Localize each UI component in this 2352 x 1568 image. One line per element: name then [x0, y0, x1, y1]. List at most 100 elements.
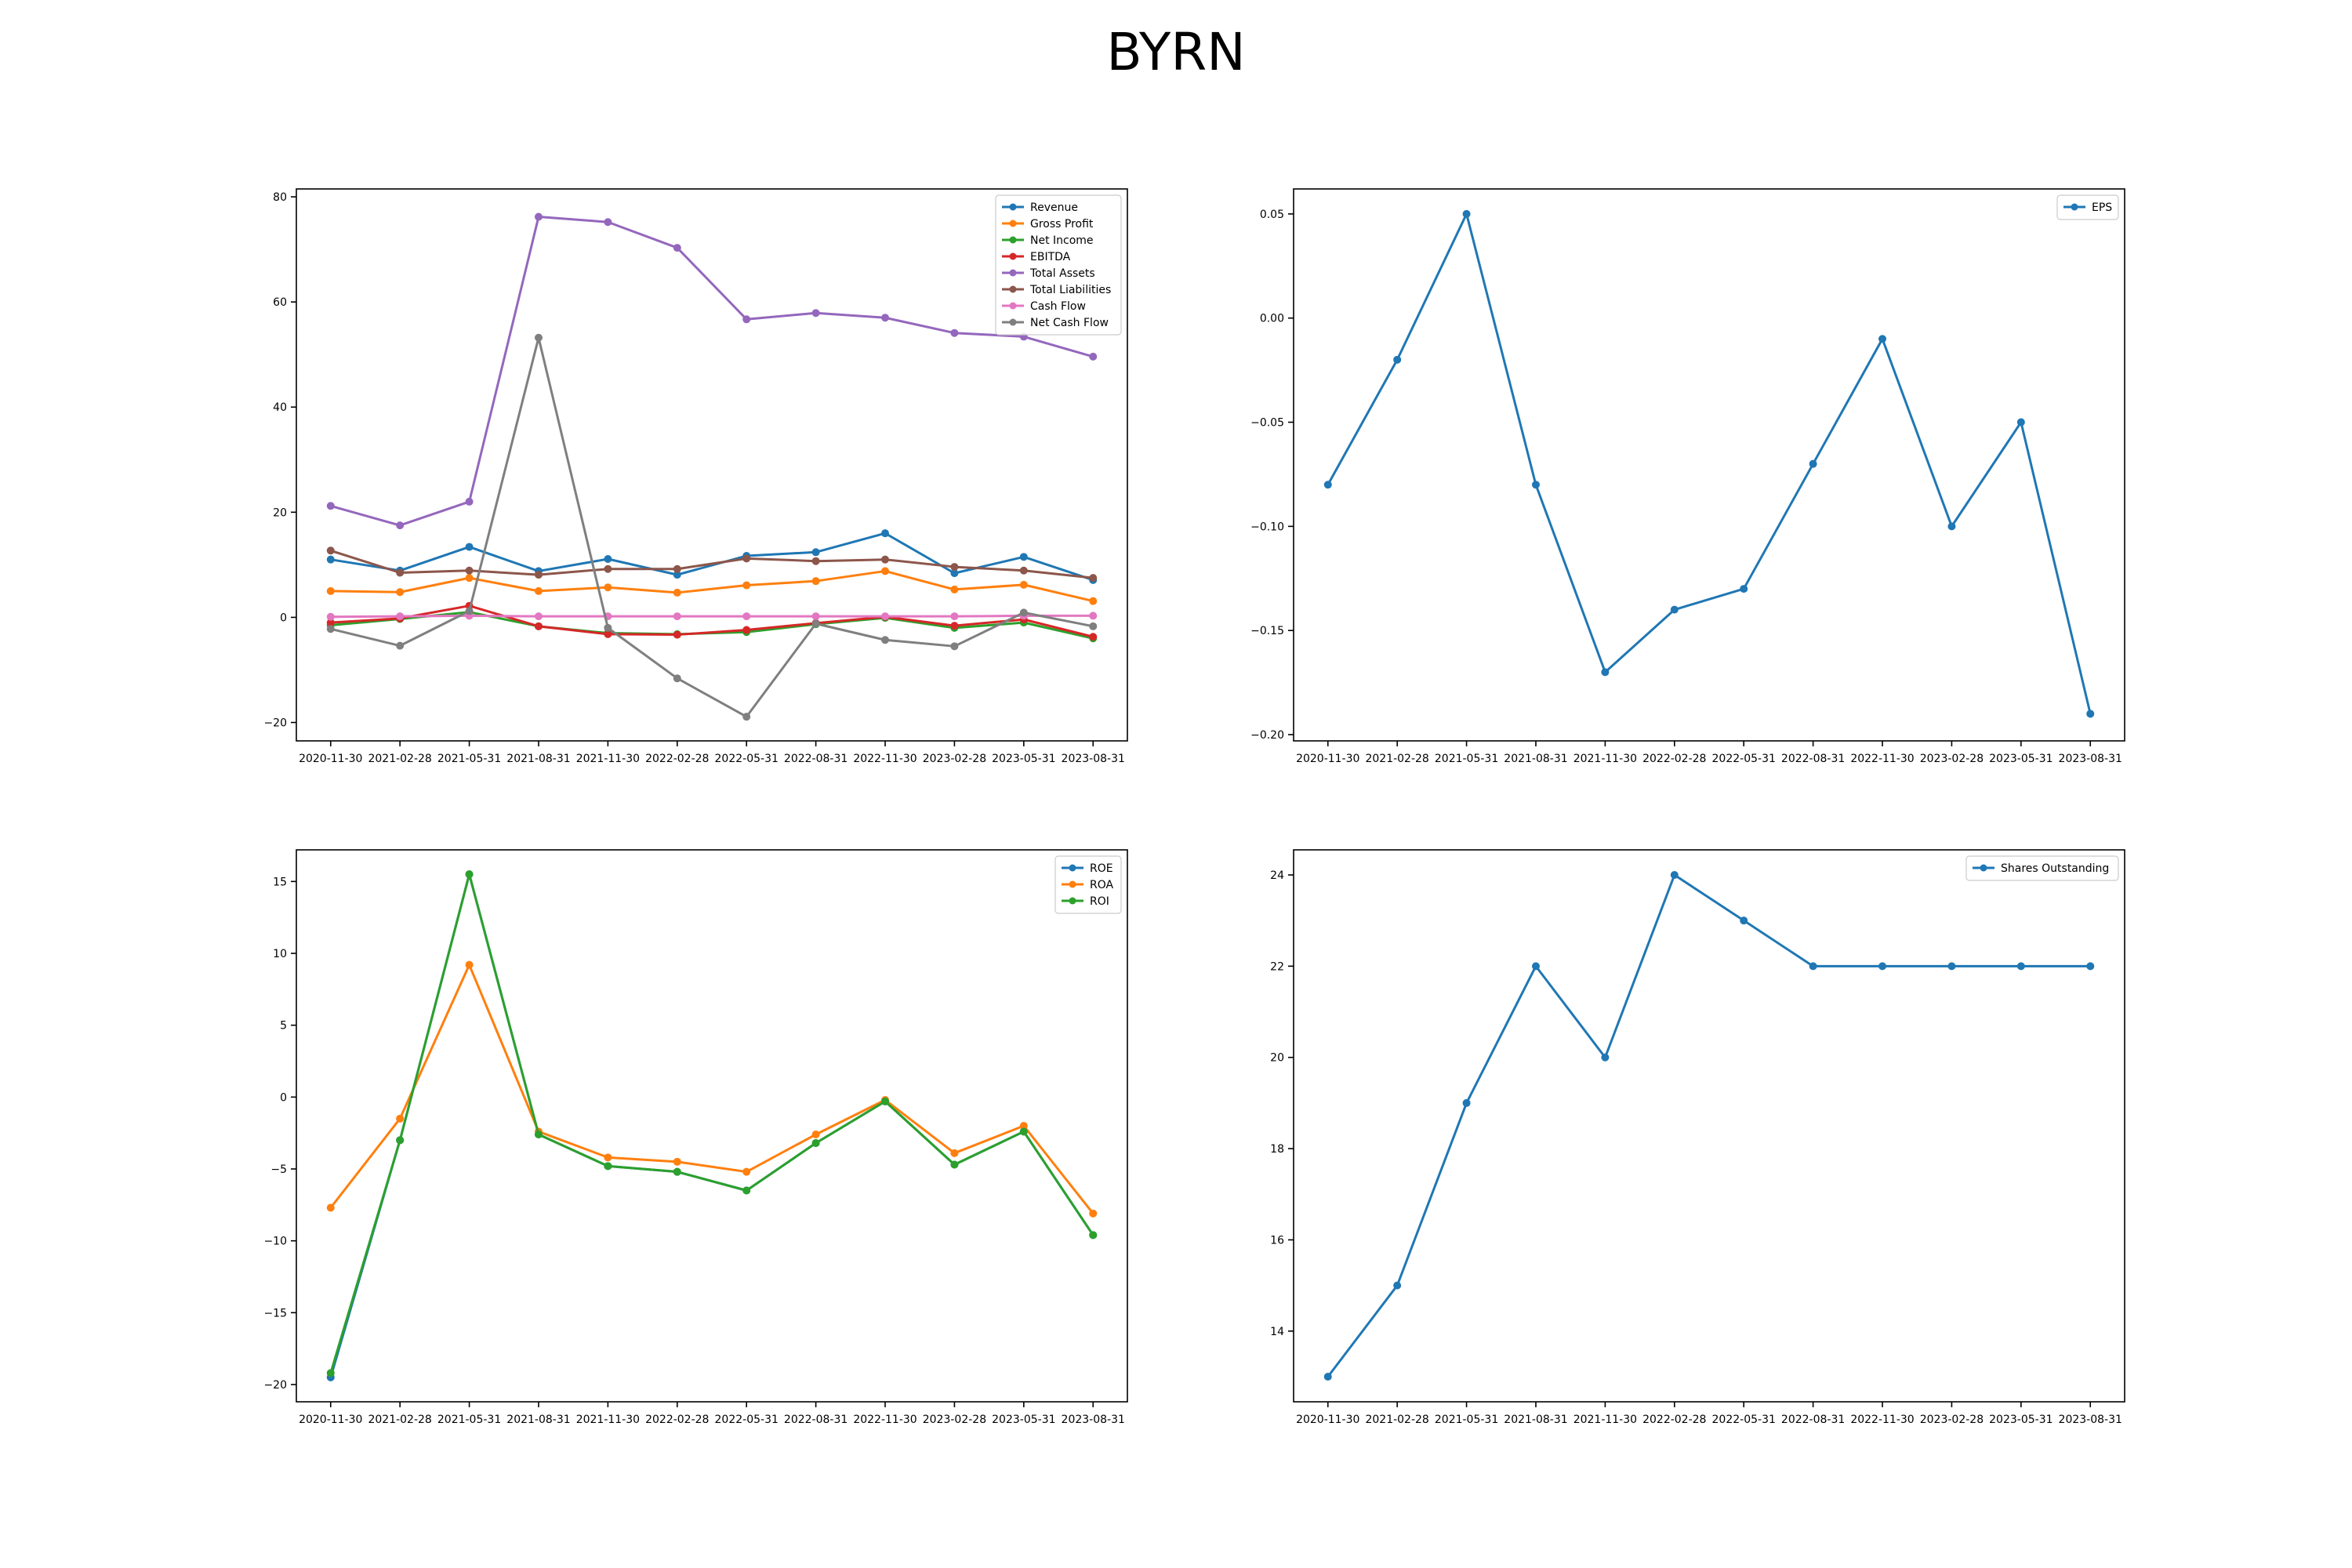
data-point: [2086, 962, 2095, 971]
data-point: [950, 563, 959, 572]
data-point: [534, 622, 543, 630]
data-point: [811, 548, 820, 557]
data-point: [1089, 622, 1098, 630]
axes: −20 0 20 40 60 80 2020-11-30 2021-02-28 2021-05-…: [263, 191, 1124, 765]
data-point: [465, 543, 474, 551]
plot-frame: [296, 849, 1128, 1403]
series-line: [330, 549, 1094, 579]
data-point: [1089, 1231, 1098, 1240]
y-tick-label: 40: [273, 401, 287, 414]
data-point: [673, 571, 681, 579]
data-point: [673, 1167, 681, 1176]
data-point: [1089, 633, 1098, 641]
data-point: [465, 574, 474, 583]
y-tick-label: −0.20: [1250, 729, 1284, 742]
y-tick-label: −10: [263, 1236, 287, 1248]
y-tick-label: −15: [263, 1307, 287, 1319]
data-point: [811, 309, 820, 318]
x-tick-label: 2022-11-30: [853, 1414, 916, 1426]
legend-box: [1965, 855, 2119, 881]
data-point: [1462, 209, 1471, 218]
data-point: [534, 1131, 543, 1138]
data-point: [534, 333, 543, 342]
y-tick-label: −0.05: [1250, 417, 1284, 430]
series-line: [329, 873, 1094, 1374]
y-tick-label: −5: [270, 1163, 287, 1176]
data-point: [1393, 1281, 1402, 1290]
legend-marker: [1069, 864, 1076, 872]
y-tick-label: 22: [1270, 960, 1284, 973]
legend-item-ebitda: EBITDA: [1002, 251, 1071, 263]
y-tick-label: −20: [263, 717, 287, 730]
series-shares-outstanding: [1323, 871, 2095, 1381]
data-point: [673, 674, 681, 683]
data-point: [1019, 608, 1028, 617]
data-point: [673, 244, 681, 252]
data-point: [396, 641, 405, 650]
y-tick-label: 24: [1270, 869, 1284, 882]
data-point: [881, 612, 890, 621]
data-point: [673, 1157, 681, 1166]
data-point: [465, 607, 474, 615]
data-point: [326, 1369, 335, 1377]
legend-marker: [1069, 880, 1076, 888]
data-point: [465, 497, 474, 506]
data-point: [1089, 574, 1098, 583]
x-tick-label: 2022-05-31: [715, 1414, 779, 1426]
y-tick-label: 10: [273, 948, 287, 960]
data-point: [326, 546, 335, 555]
series-roe: [326, 870, 1098, 1381]
x-tick-label: 2021-02-28: [368, 1414, 431, 1426]
data-point: [742, 1167, 751, 1176]
data-point: [396, 588, 405, 597]
data-point: [465, 566, 474, 575]
x-tick-label: 2022-05-31: [1712, 753, 1776, 765]
data-point: [1601, 668, 1610, 677]
data-point: [465, 960, 474, 969]
series-line: [330, 216, 1094, 527]
data-point: [534, 612, 543, 621]
data-point: [1393, 355, 1402, 364]
x-tick-label: 2023-05-31: [992, 753, 1055, 765]
data-point: [326, 625, 335, 633]
x-tick-label: 2022-02-28: [1642, 753, 1706, 765]
legend: Shares Outstanding: [1965, 855, 2119, 881]
x-tick-label: 2021-08-31: [506, 753, 570, 765]
data-point: [811, 1131, 820, 1138]
legend-marker: [2071, 203, 2078, 211]
eps-chart: −0.20 −0.15 −0.10 −0.05 0.00 0.05 2020-11-30 20…: [1250, 188, 2125, 765]
data-point: [396, 1114, 405, 1123]
y-tick-label: 0: [280, 1091, 287, 1104]
data-point: [742, 1186, 751, 1195]
data-point: [950, 1149, 959, 1157]
x-tick-label: 2022-08-31: [784, 753, 848, 765]
legend-marker: [1069, 897, 1076, 905]
data-point: [604, 218, 612, 227]
y-tick-label: 20: [1270, 1052, 1284, 1065]
data-point: [1089, 352, 1098, 361]
x-tick-label: 2023-08-31: [1062, 753, 1125, 765]
data-point: [465, 870, 474, 879]
data-point: [534, 212, 543, 221]
series-line: [330, 604, 1094, 638]
legend-marker: [1009, 285, 1017, 293]
y-tick-label: −20: [263, 1379, 287, 1392]
y-tick-label: 15: [273, 876, 287, 888]
data-point: [326, 1203, 335, 1212]
x-tick-label: 2020-11-30: [1296, 753, 1359, 765]
series-total-assets: [326, 212, 1098, 530]
returns-chart: −20 −15 −10 −5 0 5 10 15 2020-11-30 2021-02-28 202…: [263, 849, 1128, 1426]
y-tick-label: 20: [273, 506, 287, 519]
legend-item-revenue: Revenue: [1002, 201, 1078, 214]
legend-item-total-liabilities: Total Liabilities: [1002, 284, 1111, 296]
data-point: [326, 555, 335, 564]
x-tick-label: 2021-11-30: [1573, 753, 1637, 765]
legend-label: Revenue: [1030, 201, 1078, 214]
x-tick-label: 2020-11-30: [299, 753, 362, 765]
legend: ROE ROA ROI: [1054, 855, 1122, 914]
x-tick-label: 2022-11-30: [1850, 753, 1914, 765]
data-point: [1089, 612, 1098, 620]
data-point: [326, 619, 335, 627]
data-point: [604, 1153, 612, 1162]
